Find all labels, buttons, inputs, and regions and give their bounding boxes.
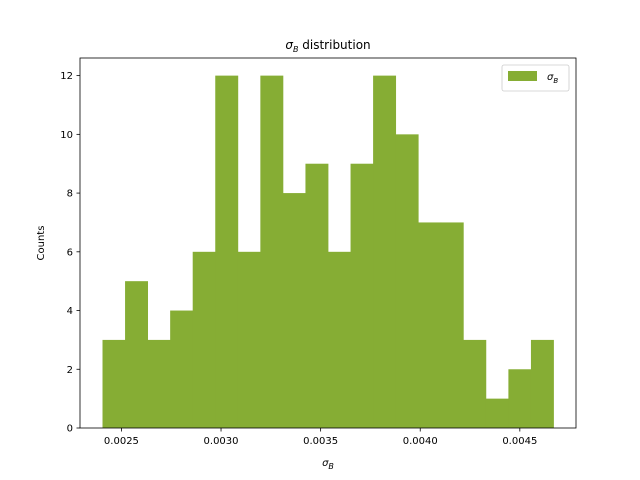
histogram-bar — [237, 251, 261, 428]
histogram-bar — [215, 75, 239, 428]
x-axis-label: σB — [322, 458, 334, 471]
histogram-bar — [102, 339, 126, 428]
x-tick-label: 0.0045 — [502, 436, 537, 447]
y-tick-label: 4 — [67, 306, 73, 317]
histogram-bar — [463, 339, 487, 428]
x-tick-label: 0.0030 — [204, 436, 239, 447]
chart-title-subscript: B — [293, 45, 299, 54]
x-axis-label-subscript: B — [328, 462, 334, 471]
histogram-bar — [395, 134, 419, 428]
x-axis-label-symbol: σ — [322, 458, 329, 469]
x-axis-ticks: 0.0025 0.0030 0.0035 0.0040 0.0045 — [104, 428, 537, 447]
legend-swatch — [508, 71, 537, 81]
legend: σB — [501, 64, 570, 92]
y-tick-label: 12 — [60, 71, 73, 82]
chart-title-symbol: σ — [285, 38, 293, 52]
x-tick-label: 0.0035 — [303, 436, 338, 447]
histogram-bar — [373, 75, 397, 428]
histogram-bar — [170, 310, 194, 428]
histogram-bar — [418, 222, 442, 428]
histogram-bar — [260, 75, 284, 428]
histogram-bar — [147, 339, 171, 428]
legend-label-symbol: σ — [547, 72, 554, 83]
histogram-bar — [305, 163, 329, 428]
histogram-bar — [508, 369, 532, 428]
histogram-bar — [282, 193, 306, 428]
histogram-bar — [328, 251, 351, 428]
x-tick-label: 0.0040 — [403, 436, 438, 447]
legend-label: σB — [547, 72, 558, 85]
y-tick-label: 10 — [60, 130, 73, 141]
histogram-bar — [192, 251, 216, 428]
y-tick-label: 0 — [67, 424, 73, 435]
histogram-bars — [102, 75, 554, 428]
y-axis-label: Counts — [36, 226, 47, 261]
y-axis-ticks: 0 2 4 6 8 10 12 — [60, 71, 80, 435]
y-tick-label: 8 — [67, 189, 73, 200]
y-tick-label: 2 — [67, 365, 73, 376]
y-tick-label: 6 — [67, 247, 73, 258]
histogram-bar — [530, 339, 554, 428]
legend-label-subscript: B — [553, 77, 558, 85]
x-tick-label: 0.0025 — [104, 436, 139, 447]
plot-frame — [79, 57, 577, 429]
histogram-bar — [440, 222, 464, 428]
chart-title: σB distribution — [285, 38, 370, 54]
histogram-bar — [125, 281, 149, 428]
histogram-bar — [350, 163, 374, 428]
chart-title-text: distribution — [298, 38, 370, 52]
histogram-bar — [485, 398, 509, 428]
